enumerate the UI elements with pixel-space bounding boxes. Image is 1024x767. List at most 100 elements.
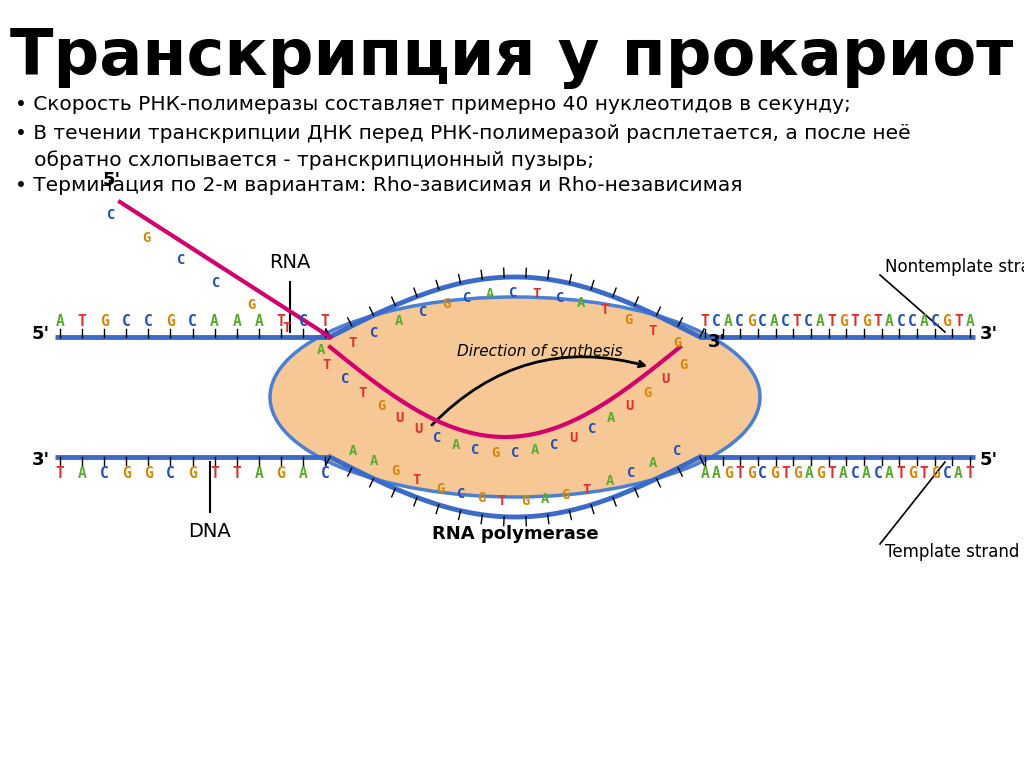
Text: C: C — [758, 314, 767, 328]
Text: T: T — [954, 314, 963, 328]
Text: A: A — [210, 314, 219, 328]
Text: A: A — [317, 344, 326, 357]
Text: G: G — [276, 466, 286, 480]
Text: A: A — [862, 466, 870, 480]
Text: U: U — [414, 422, 422, 436]
Text: G: G — [673, 337, 681, 351]
Text: 5': 5' — [980, 451, 998, 469]
Text: T: T — [532, 287, 541, 301]
Text: C: C — [177, 253, 185, 268]
Text: U: U — [625, 400, 633, 413]
Text: A: A — [606, 411, 614, 426]
Text: G: G — [724, 466, 732, 480]
Text: A: A — [370, 454, 379, 469]
Text: T: T — [850, 314, 859, 328]
Text: A: A — [394, 314, 402, 328]
Text: C: C — [212, 276, 220, 290]
Text: C: C — [850, 466, 859, 480]
Text: G: G — [625, 313, 633, 327]
Text: Nontemplate strand: Nontemplate strand — [885, 258, 1024, 276]
Text: A: A — [254, 314, 263, 328]
Text: A: A — [839, 466, 848, 480]
Text: U: U — [660, 373, 670, 387]
Ellipse shape — [270, 297, 760, 497]
Text: T: T — [700, 314, 710, 328]
Text: T: T — [583, 482, 591, 496]
Text: T: T — [55, 466, 65, 480]
Text: C: C — [627, 466, 636, 479]
Text: C: C — [511, 446, 519, 459]
Text: 5': 5' — [103, 171, 121, 189]
Text: G: G — [142, 231, 151, 245]
Text: T: T — [78, 314, 86, 328]
Text: G: G — [746, 466, 756, 480]
Text: G: G — [477, 492, 485, 505]
Text: T: T — [781, 466, 791, 480]
Text: A: A — [55, 314, 65, 328]
Text: G: G — [391, 464, 399, 479]
Text: C: C — [144, 314, 153, 328]
Text: T: T — [920, 466, 929, 480]
Text: A: A — [885, 466, 894, 480]
Text: DNA: DNA — [188, 522, 231, 541]
Text: G: G — [931, 466, 940, 480]
Text: C: C — [457, 487, 465, 502]
Text: T: T — [348, 337, 357, 351]
Text: U: U — [395, 411, 403, 426]
Text: T: T — [413, 473, 421, 487]
Text: G: G — [247, 298, 256, 312]
Text: RNA: RNA — [269, 253, 310, 272]
Text: • В течении транскрипции ДНК перед РНК-полимеразой расплетается, а после неё: • В течении транскрипции ДНК перед РНК-п… — [15, 124, 910, 143]
Text: A: A — [254, 466, 263, 480]
Text: C: C — [873, 466, 883, 480]
Text: RNA polymerase: RNA polymerase — [432, 525, 598, 543]
Text: T: T — [873, 314, 883, 328]
Text: G: G — [122, 466, 131, 480]
Text: C: C — [758, 466, 767, 480]
Text: T: T — [210, 466, 219, 480]
Text: G: G — [770, 466, 778, 480]
Text: G: G — [188, 466, 197, 480]
Text: C: C — [673, 443, 681, 458]
Text: C: C — [299, 314, 307, 328]
Text: • Терминация по 2-м вариантам: Rho-зависимая и Rho-независимая: • Терминация по 2-м вариантам: Rho-завис… — [15, 176, 742, 195]
Text: C: C — [471, 443, 479, 457]
Text: C: C — [99, 466, 109, 480]
Text: • Скорость РНК-полимеразы составляет примерно 40 нуклеотидов в секунду;: • Скорость РНК-полимеразы составляет при… — [15, 95, 851, 114]
Text: A: A — [954, 466, 963, 480]
Text: A: A — [299, 466, 307, 480]
Text: T: T — [966, 466, 975, 480]
Text: C: C — [463, 291, 471, 305]
Text: T: T — [793, 314, 802, 328]
Text: 3': 3' — [708, 333, 726, 351]
Text: G: G — [442, 297, 451, 311]
Text: G: G — [839, 314, 848, 328]
Text: T: T — [827, 466, 837, 480]
Text: T: T — [896, 466, 905, 480]
Text: T: T — [498, 494, 506, 508]
Text: A: A — [885, 314, 894, 328]
Text: A: A — [577, 295, 585, 310]
Text: C: C — [556, 291, 564, 304]
Text: A: A — [712, 466, 721, 480]
Text: G: G — [436, 482, 444, 495]
Text: 3': 3' — [32, 451, 50, 469]
Text: 5': 5' — [32, 325, 50, 343]
Text: A: A — [542, 492, 550, 506]
Text: G: G — [99, 314, 109, 328]
Text: Template strand: Template strand — [885, 543, 1019, 561]
Text: A: A — [700, 466, 710, 480]
Text: A: A — [816, 314, 824, 328]
Text: A: A — [232, 314, 241, 328]
Text: C: C — [550, 438, 558, 453]
Text: G: G — [908, 466, 916, 480]
Text: C: C — [166, 466, 175, 480]
Text: C: C — [321, 466, 330, 480]
Text: C: C — [588, 422, 596, 436]
Text: A: A — [648, 456, 656, 469]
Text: T: T — [827, 314, 837, 328]
Text: T: T — [321, 314, 330, 328]
Text: T: T — [276, 314, 286, 328]
Text: C: C — [433, 431, 441, 445]
Text: G: G — [793, 466, 802, 480]
